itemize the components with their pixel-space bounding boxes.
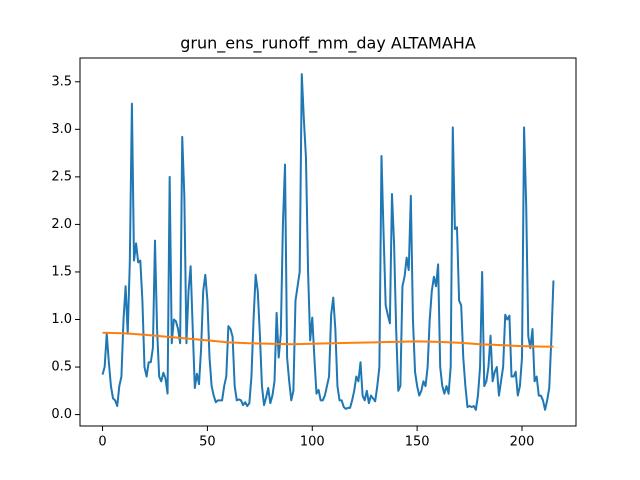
chart-title: grun_ens_runoff_mm_day ALTAMAHA <box>180 34 476 54</box>
data-line <box>101 73 555 411</box>
x-tick-label: 150 <box>405 435 430 450</box>
y-tick-label: 0.5 <box>51 360 72 375</box>
y-tick-label: 2.0 <box>51 217 72 232</box>
y-tick-label: 1.0 <box>51 312 72 327</box>
data-line <box>102 331 554 348</box>
x-tick-label: 0 <box>98 435 106 450</box>
y-tick-label: 3.5 <box>51 74 72 89</box>
y-tick-label: 1.5 <box>51 264 72 279</box>
y-tick-label: 2.5 <box>51 169 72 184</box>
plot-frame <box>79 57 577 427</box>
x-tick-label: 50 <box>199 435 216 450</box>
x-tick-label: 100 <box>300 435 325 450</box>
y-tick-label: 3.0 <box>51 122 72 137</box>
x-tick-label: 200 <box>510 435 535 450</box>
y-tick-label: 0.0 <box>51 407 72 422</box>
